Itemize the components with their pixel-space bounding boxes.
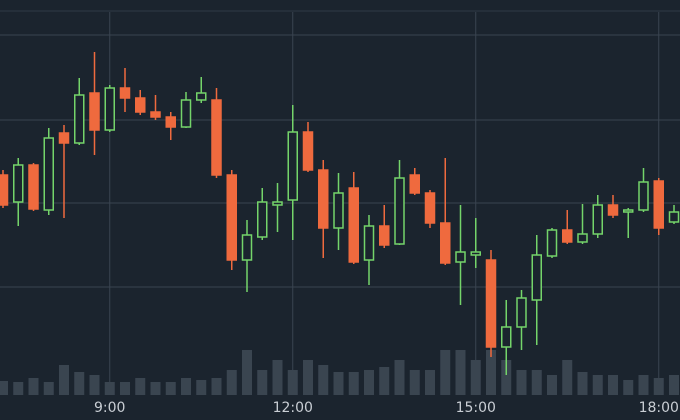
candle-body bbox=[333, 192, 344, 229]
volume-bar bbox=[211, 378, 222, 395]
candle-body bbox=[348, 187, 359, 263]
candle-body bbox=[241, 234, 253, 261]
candle-body bbox=[257, 201, 268, 238]
candle-body bbox=[150, 111, 161, 118]
volume-bar bbox=[272, 360, 283, 395]
candle-body bbox=[409, 174, 420, 194]
candle-body bbox=[104, 87, 115, 131]
volume-bar bbox=[623, 380, 634, 395]
volume-bar bbox=[592, 375, 603, 395]
volume-bar bbox=[440, 350, 451, 395]
candle-body bbox=[485, 259, 497, 348]
volume-bar bbox=[74, 372, 85, 395]
volume-bar bbox=[0, 381, 8, 395]
volume-bar bbox=[104, 382, 115, 395]
volume-bar bbox=[364, 370, 374, 395]
candle-body bbox=[89, 92, 100, 131]
candle-body bbox=[592, 204, 603, 235]
volume-bar bbox=[165, 382, 176, 395]
volume-bar bbox=[28, 378, 39, 395]
volume-bar bbox=[120, 382, 130, 395]
candle-body bbox=[43, 137, 54, 211]
candle-body bbox=[196, 92, 207, 101]
candle-body bbox=[562, 229, 573, 243]
volume-bar bbox=[89, 375, 100, 395]
volume-bar bbox=[486, 350, 496, 395]
candle-body bbox=[74, 94, 85, 144]
candle-body bbox=[287, 131, 298, 201]
candle-body bbox=[363, 225, 375, 261]
volume-bar bbox=[348, 372, 359, 395]
candle-body bbox=[531, 254, 542, 301]
candle-body bbox=[13, 164, 24, 203]
candle-body bbox=[211, 99, 222, 176]
candle-body bbox=[394, 177, 405, 245]
volume-bar bbox=[333, 372, 344, 395]
candle-body bbox=[318, 169, 329, 229]
volume-bar bbox=[516, 370, 527, 395]
volume-bar bbox=[135, 378, 146, 395]
volume-bar bbox=[242, 350, 252, 395]
candle-body bbox=[165, 116, 176, 128]
candle-body bbox=[440, 222, 451, 264]
candle-body bbox=[501, 326, 512, 348]
candle-body bbox=[577, 233, 588, 243]
candle-body bbox=[607, 204, 619, 216]
volume-bar bbox=[13, 382, 24, 395]
volume-bar bbox=[150, 382, 161, 395]
volume-bar bbox=[638, 375, 649, 395]
candle-body bbox=[180, 99, 192, 128]
volume-bar bbox=[409, 370, 420, 395]
volume-bar bbox=[196, 380, 207, 395]
volume-bar bbox=[394, 360, 405, 395]
volume-bar bbox=[257, 370, 268, 395]
candle-body bbox=[28, 164, 39, 210]
candle-body bbox=[470, 251, 481, 256]
volume-bar bbox=[379, 367, 390, 395]
volume-bar bbox=[455, 350, 466, 395]
volume-bar bbox=[226, 370, 237, 395]
candle-body bbox=[135, 97, 146, 113]
volume-bar bbox=[181, 378, 191, 395]
x-tick-label: 12:00 bbox=[273, 400, 313, 416]
candle-body bbox=[668, 211, 680, 223]
volume-bar bbox=[470, 360, 481, 395]
candle-body bbox=[302, 131, 314, 171]
volume-bar bbox=[318, 365, 329, 395]
candle-body bbox=[272, 201, 283, 206]
candle-body bbox=[379, 225, 390, 246]
candle-body bbox=[455, 251, 466, 263]
x-tick-label: 15:00 bbox=[456, 400, 496, 416]
volume-bar bbox=[608, 375, 618, 395]
candle-body bbox=[119, 87, 131, 99]
volume-bar bbox=[43, 382, 54, 395]
volume-bar bbox=[547, 375, 557, 395]
candle-body bbox=[226, 174, 237, 261]
volume-bar bbox=[501, 360, 512, 395]
candle-body bbox=[623, 209, 634, 213]
candle-body bbox=[516, 297, 527, 328]
x-tick-label: 9:00 bbox=[94, 400, 125, 416]
volume-bar bbox=[577, 372, 588, 395]
volume-bar bbox=[531, 370, 542, 395]
x-tick-label: 18:00 bbox=[639, 400, 679, 416]
candle-body bbox=[653, 180, 664, 229]
volume-bar bbox=[669, 375, 679, 395]
candle-body bbox=[0, 174, 9, 206]
volume-bar bbox=[653, 378, 664, 395]
volume-bar bbox=[287, 370, 298, 395]
candle-body bbox=[546, 229, 558, 257]
volume-bar bbox=[303, 360, 313, 395]
volume-bar bbox=[562, 360, 573, 395]
candle-body bbox=[424, 192, 436, 224]
volume-bar bbox=[59, 365, 69, 395]
candle-body bbox=[58, 132, 70, 144]
candle-body bbox=[638, 181, 649, 211]
volume-bar bbox=[425, 370, 435, 395]
